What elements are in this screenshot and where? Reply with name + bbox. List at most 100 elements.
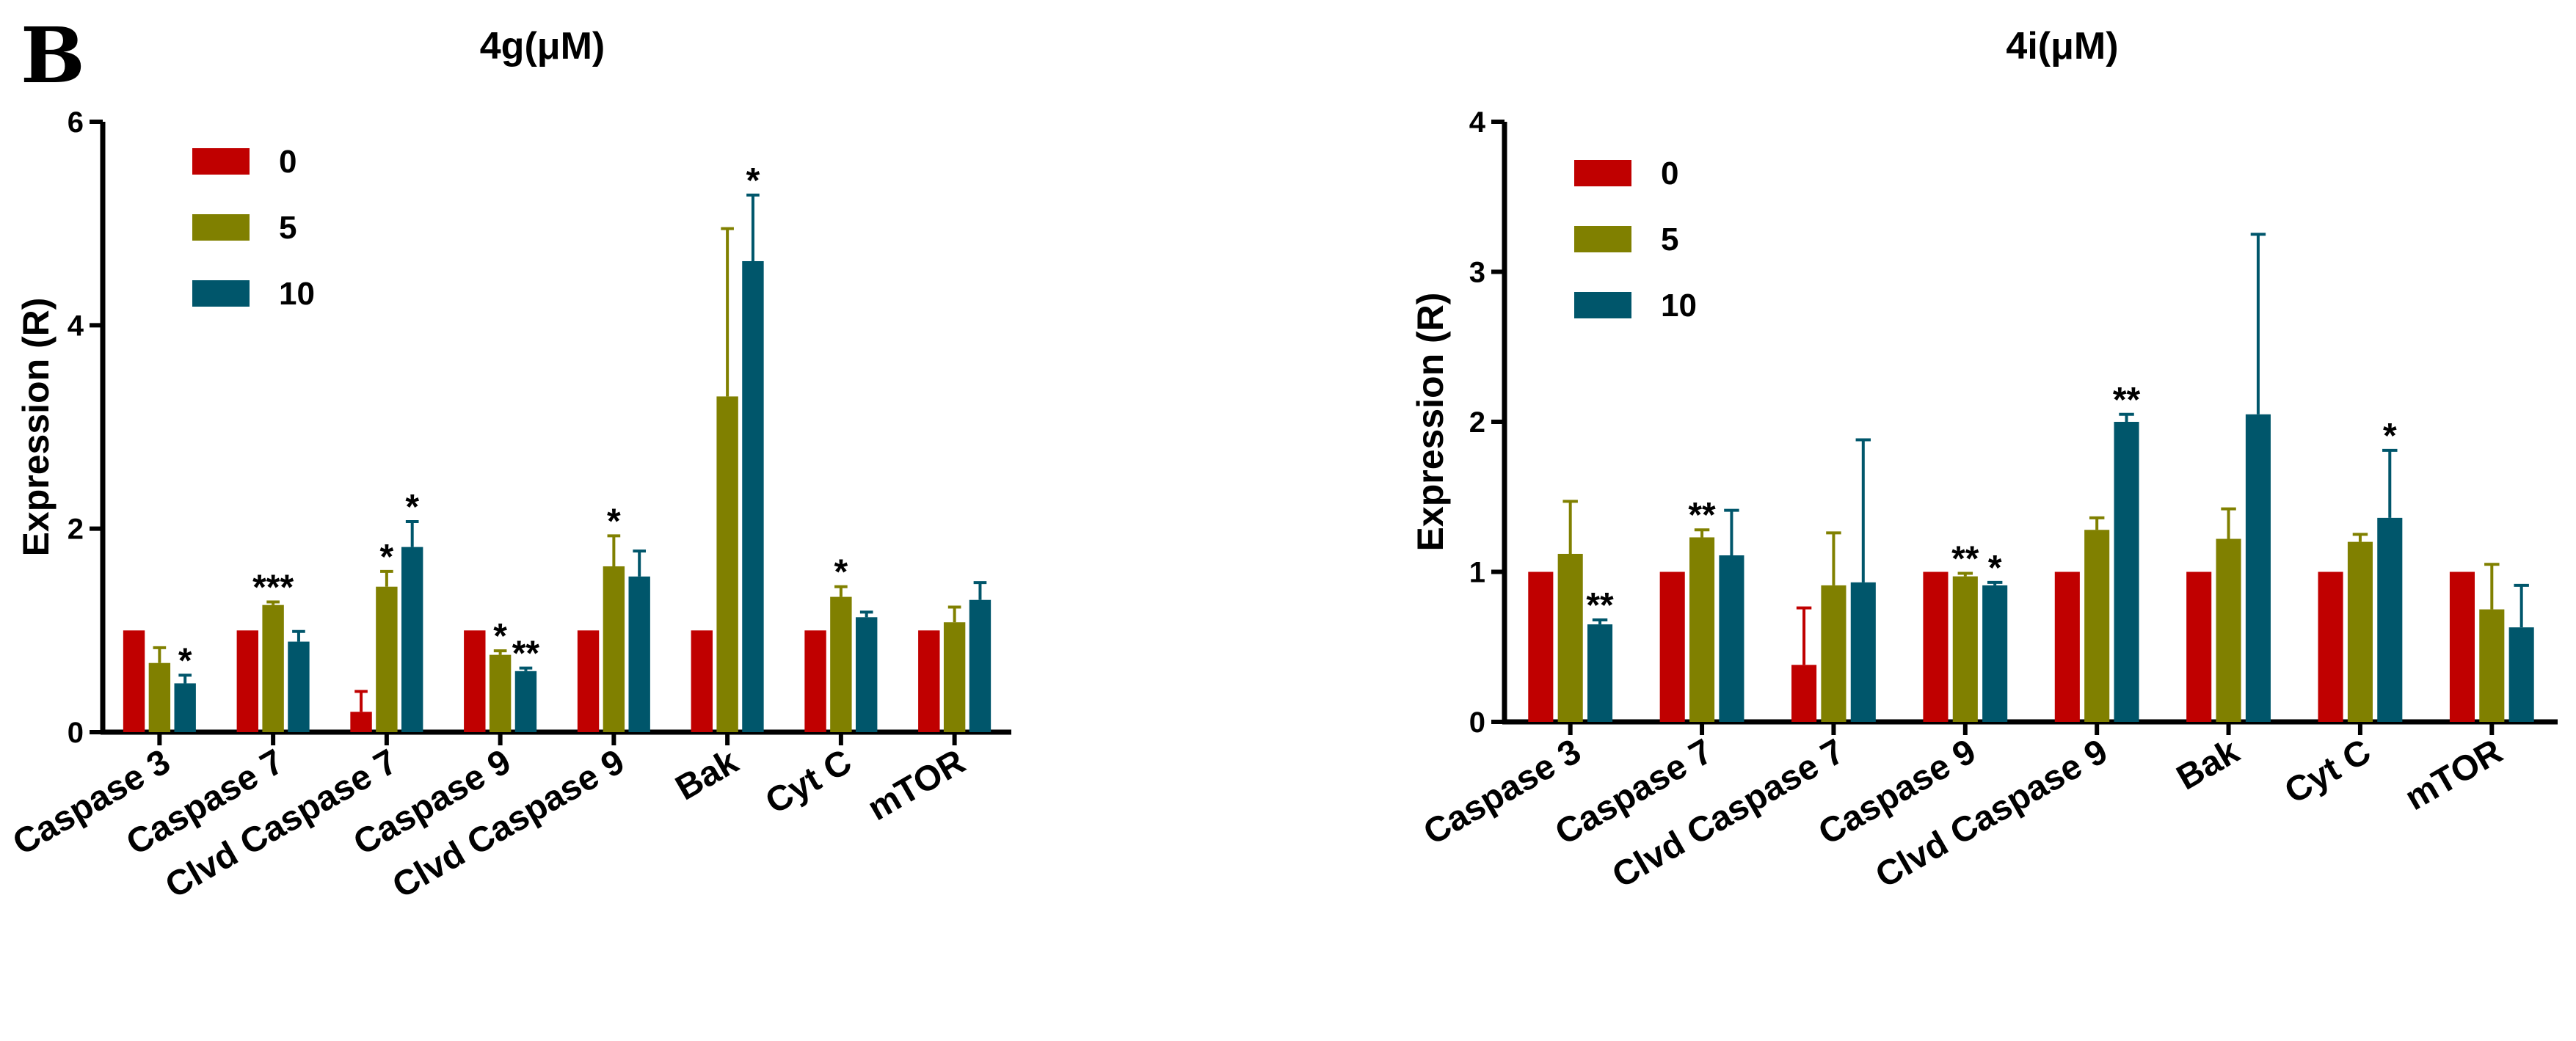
bar [2186, 571, 2212, 722]
legend-swatch [1574, 160, 1631, 186]
bar [350, 712, 372, 732]
bar [401, 547, 423, 732]
legend-swatch [192, 148, 250, 175]
bar [1982, 585, 2008, 722]
bar [1659, 571, 1685, 722]
bar [2508, 627, 2534, 722]
y-tick-label: 3 [1469, 257, 1485, 289]
bar [1587, 624, 1613, 722]
bar [804, 630, 826, 732]
significance-mark: * [1988, 549, 2002, 588]
bar [236, 630, 259, 732]
bar [1557, 553, 1583, 722]
bar [943, 622, 966, 732]
significance-mark: ** [2113, 381, 2141, 420]
bar [2054, 571, 2080, 722]
bar [1791, 665, 1817, 722]
y-tick-label: 0 [1469, 706, 1485, 739]
x-tick-label: Cyt C [2278, 732, 2377, 812]
chart-title: 4i(μM) [2006, 25, 2118, 67]
y-axis-label: Expression (R) [15, 298, 57, 557]
bar [2318, 571, 2343, 722]
legend-label: 5 [279, 210, 296, 246]
x-tick-label: Clvd Caspase 7 [1606, 732, 1851, 896]
bar [2245, 414, 2271, 722]
significance-mark: *** [252, 569, 294, 607]
significance-mark: ** [512, 635, 540, 673]
bar [2377, 517, 2403, 722]
bar [1952, 576, 1978, 722]
bar [2347, 541, 2373, 722]
bar [1923, 571, 1949, 722]
significance-mark: * [493, 617, 507, 656]
bar [514, 671, 537, 732]
significance-mark: * [178, 641, 192, 680]
y-tick-label: 2 [1469, 406, 1485, 439]
bar [464, 630, 486, 732]
legend-label: 10 [1661, 288, 1697, 324]
x-tick-label: Bak [2170, 731, 2246, 797]
legend-label: 10 [279, 276, 315, 312]
bar [691, 630, 713, 732]
y-tick-label: 1 [1469, 557, 1485, 589]
significance-mark: * [2383, 417, 2397, 456]
bar [628, 576, 650, 732]
bar [288, 641, 310, 732]
bar [577, 630, 600, 732]
bar [1821, 585, 1847, 722]
bar [1850, 582, 1876, 722]
bar [489, 654, 512, 732]
bar [1689, 537, 1715, 722]
bar [969, 599, 992, 732]
bar [376, 586, 398, 732]
bar [2479, 609, 2505, 722]
bar [1528, 571, 1554, 722]
legend-swatch [192, 214, 250, 241]
bar [148, 662, 171, 732]
y-tick-label: 4 [68, 310, 84, 342]
bar [2084, 530, 2110, 722]
y-tick-label: 2 [68, 514, 84, 546]
significance-mark: * [607, 502, 621, 541]
significance-mark: * [746, 161, 760, 200]
significance-mark: * [405, 488, 419, 527]
legend-swatch [1574, 226, 1631, 252]
bar [2449, 571, 2475, 722]
legend-swatch [192, 280, 250, 307]
bar [918, 630, 940, 732]
panel-label: B [21, 10, 85, 101]
bar [123, 630, 145, 732]
y-tick-label: 6 [68, 106, 84, 139]
legend-swatch [1574, 292, 1631, 318]
legend-label: 0 [279, 144, 296, 180]
x-tick-label: Clvd Caspase 9 [1869, 732, 2114, 896]
significance-mark: * [834, 553, 848, 592]
bar [1719, 555, 1744, 722]
y-tick-label: 4 [1469, 106, 1486, 139]
bar [855, 617, 878, 732]
significance-mark: ** [1586, 586, 1614, 625]
significance-mark: ** [1688, 496, 1716, 535]
y-tick-label: 0 [68, 717, 84, 749]
bar [603, 566, 625, 732]
bar [742, 260, 764, 732]
significance-mark: ** [1951, 540, 1979, 579]
y-axis-label: Expression (R) [1410, 293, 1451, 552]
x-tick-label: mTOR [2398, 732, 2508, 818]
bar [174, 683, 196, 732]
x-tick-label: Bak [669, 742, 745, 808]
legend-label: 0 [1661, 156, 1678, 191]
bar [716, 396, 738, 732]
x-tick-label: mTOR [862, 742, 972, 828]
bar [2114, 422, 2139, 722]
significance-mark: * [380, 538, 394, 577]
legend-label: 5 [1661, 222, 1678, 257]
bar [830, 596, 852, 732]
chart-title: 4g(μM) [480, 25, 605, 67]
bar [262, 604, 284, 732]
bar [2216, 538, 2241, 722]
x-tick-label: Cyt C [759, 742, 858, 822]
